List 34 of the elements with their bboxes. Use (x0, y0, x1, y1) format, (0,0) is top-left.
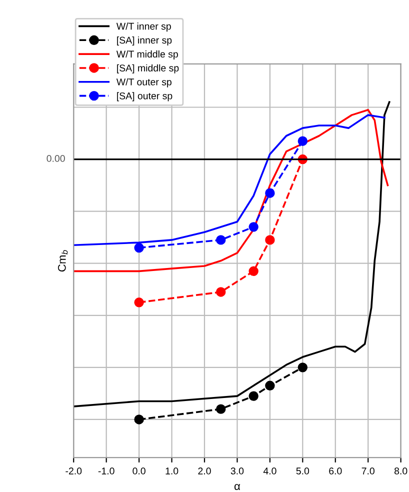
point (134, 298, 144, 308)
point (265, 188, 275, 198)
point (216, 404, 226, 414)
y-axis-title: Cm$_{b}$ (58, 250, 68, 272)
ref-line-label: 0.00 (46, 155, 65, 162)
x-tick-label: 0.0 (132, 468, 146, 474)
point (216, 235, 226, 245)
legend-label: [SA] middle sp (117, 64, 179, 74)
point (265, 235, 275, 245)
x-tick-label: 5.0 (296, 468, 310, 474)
point (216, 287, 226, 297)
legend-label: [SA] inner sp (117, 36, 172, 46)
x-tick-label: -1.0 (98, 468, 114, 474)
x-tick-label: 8.0 (394, 468, 408, 474)
x-tick-label: 4.0 (263, 468, 276, 474)
x-tick-label: 2.0 (198, 468, 211, 474)
x-tick-label: 7.0 (362, 468, 374, 474)
point (248, 391, 258, 401)
x-axis-title: α (234, 484, 240, 490)
x-tick-label: 6.0 (329, 468, 342, 474)
point (298, 362, 308, 372)
legend-label: [SA] outer sp (117, 92, 172, 102)
legend-label: W/T outer sp (116, 78, 172, 88)
point (298, 136, 308, 146)
point (134, 242, 144, 253)
point (265, 380, 275, 391)
point (248, 222, 258, 232)
point (248, 266, 258, 276)
point (134, 414, 144, 424)
x-tick-label: 3.0 (230, 468, 244, 474)
x-tick-label: 1.0 (166, 468, 178, 474)
x-tick-label: -2.0 (66, 468, 82, 474)
legend-label: W/T middle sp (116, 50, 178, 60)
legend-label: W/T inner sp (116, 22, 171, 32)
